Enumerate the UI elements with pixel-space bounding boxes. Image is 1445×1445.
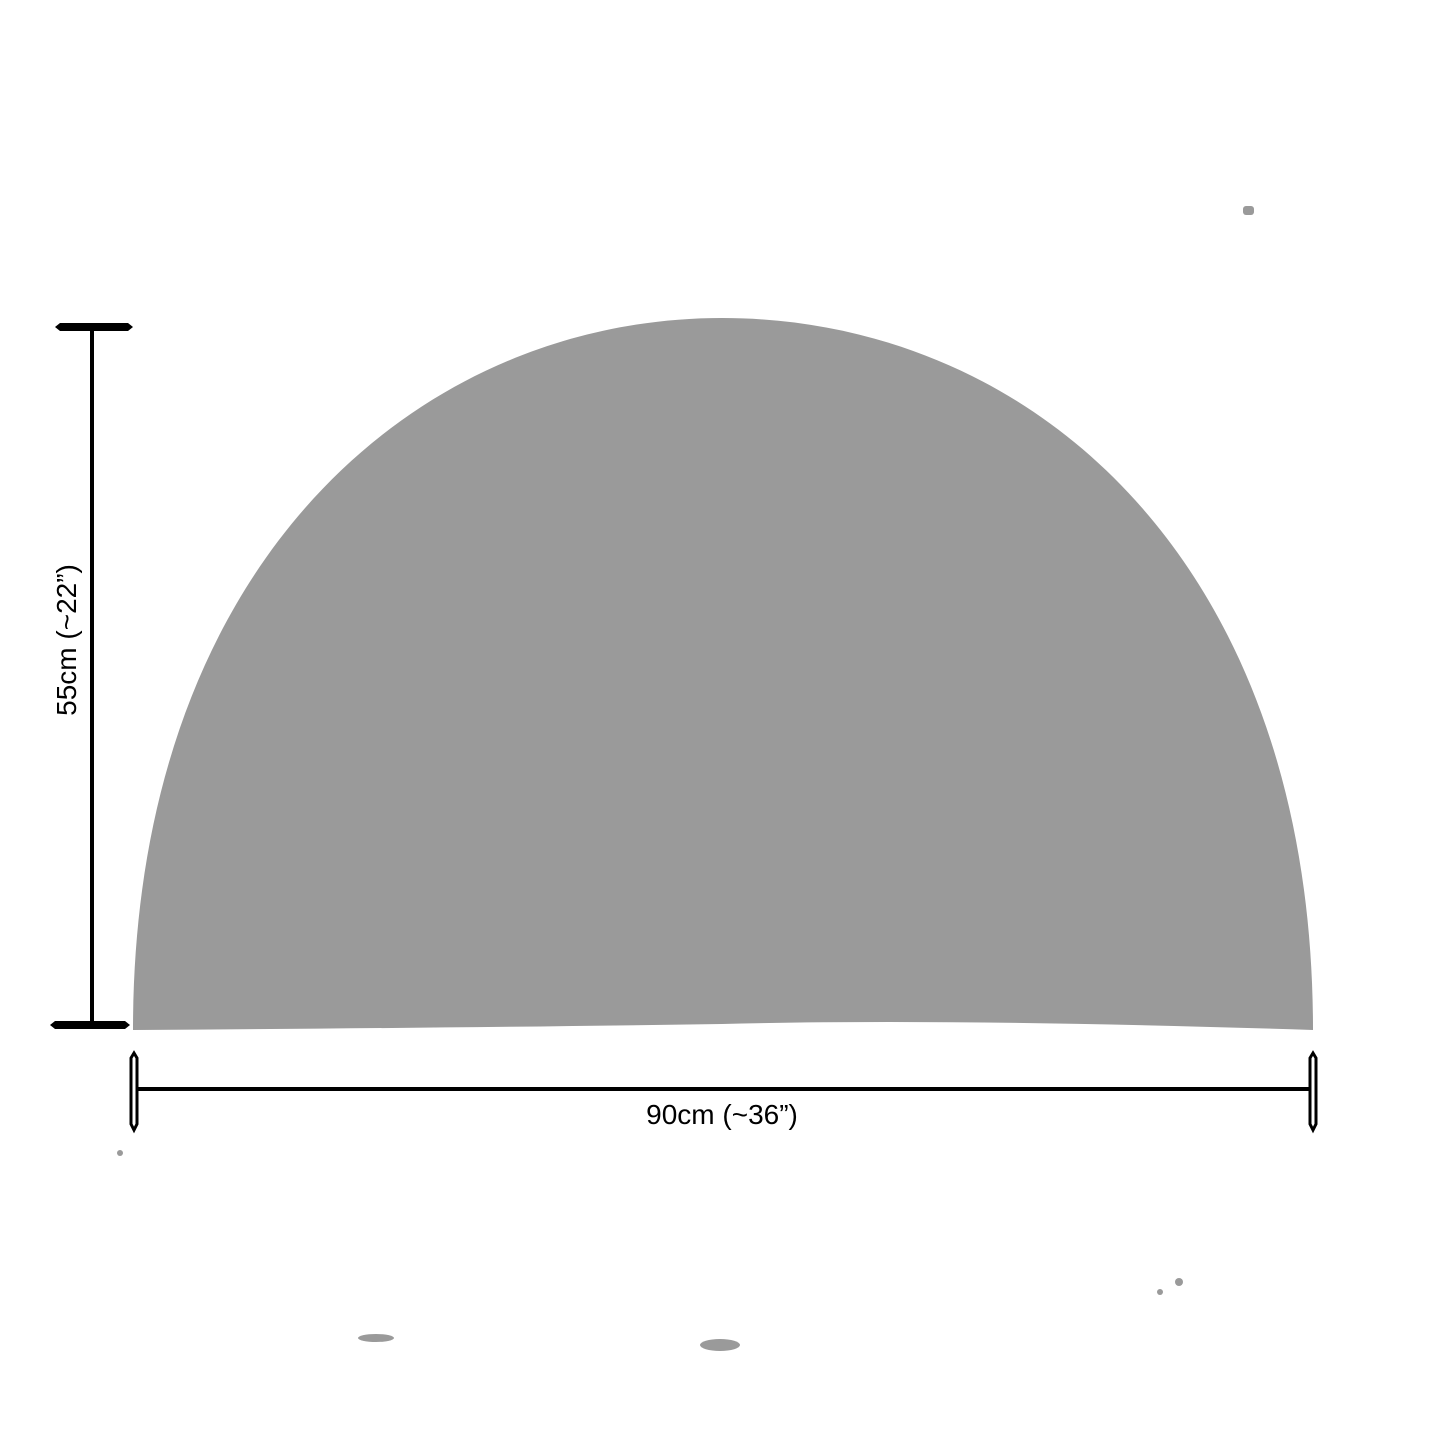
height-label: 55cm (~22”) <box>51 564 82 716</box>
half-circle-shape <box>133 318 1313 1030</box>
width-dimension-line <box>129 1050 1318 1134</box>
height-dimension-line <box>50 323 133 1029</box>
width-label: 90cm (~36”) <box>646 1099 798 1130</box>
stray-specks <box>117 206 1254 1351</box>
